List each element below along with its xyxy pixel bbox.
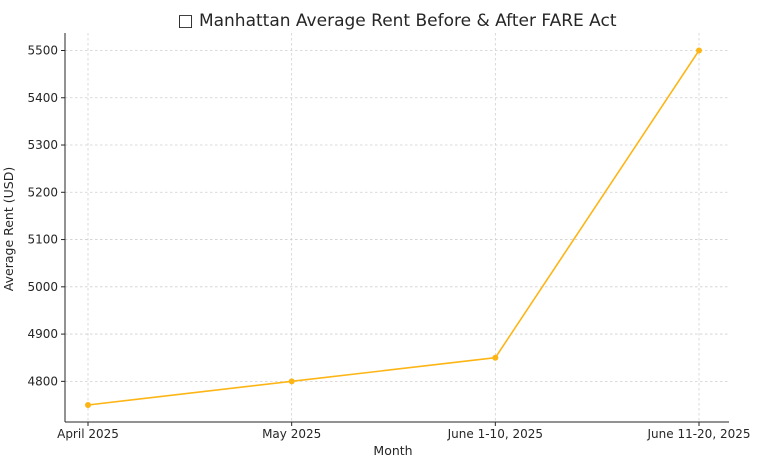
x-tick-label: June 11-20, 2025 bbox=[647, 427, 751, 441]
y-tick-label: 5300 bbox=[27, 138, 58, 152]
grid-lines bbox=[65, 33, 729, 422]
y-axis-ticks: 4800 4900 5000 5100 5200 5300 5400 5500 bbox=[27, 43, 65, 388]
series-line bbox=[87, 50, 700, 406]
y-axis-label: Average Rent (USD) bbox=[1, 167, 16, 291]
x-tick-label: June 1-10, 2025 bbox=[447, 427, 543, 441]
x-tick-label: May 2025 bbox=[262, 427, 321, 441]
series-layer bbox=[85, 47, 702, 408]
data-point bbox=[492, 354, 499, 361]
y-tick-label: 5400 bbox=[27, 91, 58, 105]
x-tick-label: April 2025 bbox=[57, 427, 119, 441]
data-point bbox=[85, 401, 91, 408]
y-tick-label: 5000 bbox=[27, 280, 58, 294]
x-axis-label: Month bbox=[373, 443, 412, 458]
chart-title: □ Manhattan Average Rent Before & After … bbox=[177, 11, 616, 31]
y-tick-label: 5100 bbox=[27, 233, 58, 247]
data-point bbox=[696, 47, 702, 54]
y-tick-label: 5200 bbox=[27, 185, 58, 199]
axes bbox=[64, 33, 729, 423]
y-tick-label: 4900 bbox=[27, 327, 58, 341]
x-axis-ticks: April 2025 May 2025 June 1-10, 2025 June 11… bbox=[57, 422, 750, 441]
y-tick-label: 4800 bbox=[27, 374, 58, 388]
data-point bbox=[288, 378, 295, 385]
y-tick-label: 5500 bbox=[27, 43, 58, 57]
